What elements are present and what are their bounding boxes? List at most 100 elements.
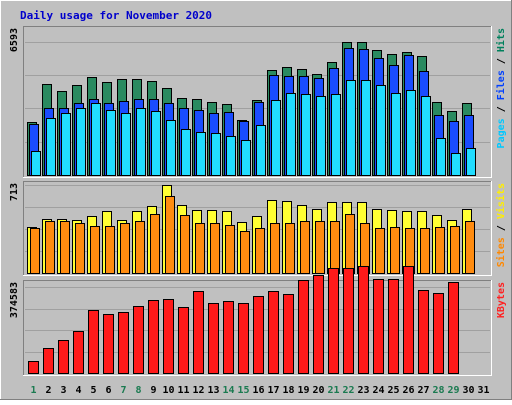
bar-sites-day-15	[240, 231, 250, 274]
day-label-7: 7	[120, 385, 126, 396]
bar-pages-day-15	[241, 140, 251, 176]
bar-pages-day-26	[406, 90, 416, 176]
day-label-3: 3	[60, 385, 66, 396]
bar-sites-day-10	[165, 196, 175, 274]
bar-kbytes-day-12	[193, 291, 204, 374]
day-label-24: 24	[372, 385, 384, 396]
bar-sites-day-4	[75, 223, 85, 274]
day-label-15: 15	[237, 385, 249, 396]
y-scale-max-label: 374583	[9, 282, 20, 318]
bar-kbytes-day-6	[103, 314, 114, 374]
bar-pages-day-29	[451, 153, 461, 176]
y-scale-max-label: 713	[9, 183, 20, 201]
bar-sites-day-27	[420, 228, 430, 274]
bar-sites-day-1	[30, 228, 40, 274]
bar-sites-day-2	[45, 221, 55, 274]
bar-pages-day-17	[271, 100, 281, 176]
legend-entry: /	[496, 219, 507, 237]
bar-pages-day-9	[151, 111, 161, 176]
chart-panels: 6593 Pages / Files / Hits 713 Sites / Visit…	[9, 26, 507, 376]
bar-kbytes-day-27	[418, 290, 429, 374]
day-label-27: 27	[417, 385, 429, 396]
legend-entry: KBytes	[496, 282, 507, 318]
legend-entry: Hits	[495, 28, 507, 52]
series-pages	[31, 80, 476, 176]
day-label-4: 4	[75, 385, 81, 396]
day-label-12: 12	[192, 385, 204, 396]
bar-sites-day-22	[345, 214, 355, 274]
day-label-9: 9	[150, 385, 156, 396]
day-label-6: 6	[105, 385, 111, 396]
bar-kbytes-day-13	[208, 303, 219, 374]
bar-pages-day-4	[76, 108, 86, 176]
bar-kbytes-day-17	[268, 291, 279, 374]
day-label-28: 28	[432, 385, 444, 396]
bar-sites-day-13	[210, 223, 220, 274]
panel-kbytes: 374583 KBytes	[9, 266, 507, 376]
day-label-8: 8	[135, 385, 141, 396]
bar-kbytes-day-5	[88, 310, 99, 374]
panel-visits-sites: 713 Sites / Visits	[9, 181, 507, 276]
day-label-21: 21	[327, 385, 339, 396]
legend-entry: Pages	[496, 118, 507, 148]
bar-pages-day-24	[376, 85, 386, 176]
bar-pages-day-3	[61, 113, 71, 176]
bar-kbytes-day-9	[148, 300, 159, 374]
day-label-18: 18	[282, 385, 294, 396]
bar-sites-day-6	[105, 226, 115, 274]
day-label-2: 2	[45, 385, 51, 396]
bar-kbytes-day-19	[298, 280, 309, 374]
day-label-19: 19	[297, 385, 309, 396]
day-label-17: 17	[267, 385, 279, 396]
day-label-10: 10	[162, 385, 174, 396]
day-label-29: 29	[447, 385, 459, 396]
legend-entry: Files	[495, 70, 507, 100]
bar-kbytes-day-11	[178, 307, 189, 374]
bar-pages-day-1	[31, 151, 41, 176]
panel-legend: Sites / Visits	[495, 183, 507, 267]
bar-kbytes-day-15	[238, 303, 249, 374]
bar-kbytes-day-2	[43, 348, 54, 374]
bar-kbytes-day-10	[163, 299, 174, 374]
bar-sites-day-3	[60, 221, 70, 274]
bar-sites-day-9	[150, 214, 160, 274]
chart-title: Daily usage for November 2020	[20, 9, 212, 22]
bar-pages-day-10	[166, 120, 176, 176]
day-label-26: 26	[402, 385, 414, 396]
day-label-5: 5	[90, 385, 96, 396]
bar-pages-day-5	[91, 103, 101, 176]
bar-sites-day-25	[390, 227, 400, 274]
legend-entry: /	[496, 100, 507, 118]
bar-pages-day-2	[46, 118, 56, 176]
bar-sites-day-7	[120, 223, 130, 274]
day-label-31: 31	[477, 385, 489, 396]
bar-pages-day-30	[466, 148, 476, 176]
bar-sites-day-20	[315, 221, 325, 274]
bar-kbytes-day-16	[253, 296, 264, 374]
bar-sites-day-14	[225, 225, 235, 274]
bar-kbytes-day-26	[403, 266, 414, 374]
bar-kbytes-day-8	[133, 306, 144, 374]
series-sites	[30, 196, 475, 274]
bar-pages-day-14	[226, 136, 236, 176]
bar-pages-day-22	[346, 80, 356, 176]
bar-pages-day-28	[436, 138, 446, 176]
day-label-23: 23	[357, 385, 369, 396]
bar-sites-day-18	[285, 223, 295, 274]
bar-sites-day-30	[465, 221, 475, 274]
bar-kbytes-day-22	[343, 268, 354, 374]
bar-kbytes-day-28	[433, 293, 444, 374]
bar-kbytes-day-4	[73, 331, 84, 374]
bar-pages-day-18	[286, 93, 296, 176]
bar-pages-day-21	[331, 94, 341, 176]
y-scale-max-label: 6593	[9, 28, 20, 52]
bar-kbytes-day-23	[358, 266, 369, 374]
bar-pages-day-19	[301, 94, 311, 176]
bar-kbytes-day-3	[58, 340, 69, 374]
day-label-1: 1	[30, 385, 36, 396]
bar-sites-day-19	[300, 221, 310, 274]
bar-kbytes-day-14	[223, 301, 234, 374]
bar-pages-day-23	[361, 80, 371, 176]
bar-sites-day-29	[450, 226, 460, 274]
